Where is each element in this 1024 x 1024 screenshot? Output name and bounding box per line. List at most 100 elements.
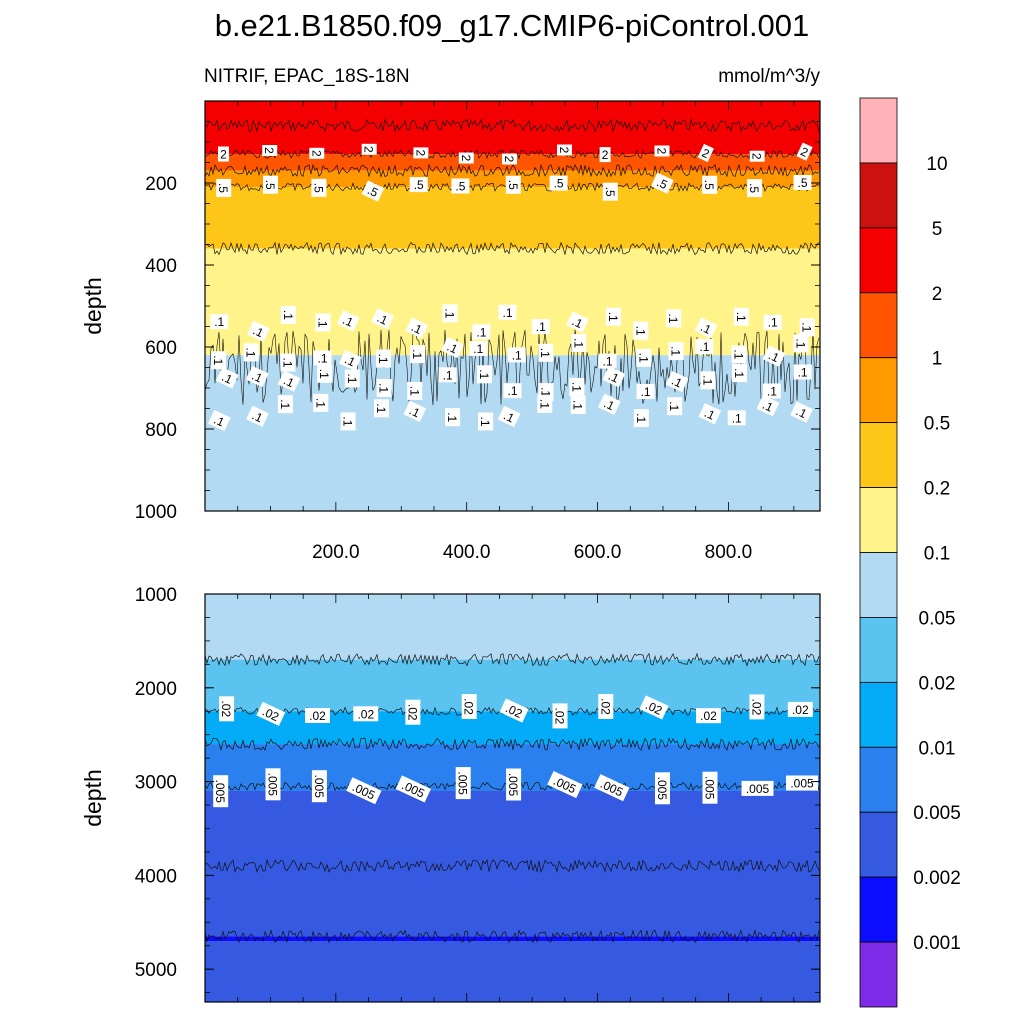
panels: 2 2 2 2 2 2 2 2 2 2 2 2 2 .5 .5 .5 .5 .5 .5 .5 .5 .5 .5 .5 .5 .5.…	[80, 100, 821, 1003]
colorbar-swatch	[859, 487, 898, 553]
contour-label: .1	[799, 318, 815, 337]
colorbar-swatch	[859, 941, 898, 1008]
contour-label-bg	[598, 694, 614, 719]
contour-label-bg	[502, 153, 517, 165]
contour-label: .02	[461, 694, 477, 719]
contour-label-bg	[213, 775, 229, 808]
colorbar-swatch	[859, 746, 898, 813]
contour-label-bg	[218, 146, 229, 162]
contour-label-text: .1	[341, 416, 355, 426]
contour-label: 2	[796, 142, 813, 161]
colorbar-label: 0.02	[919, 673, 956, 694]
contour-label-text: .1	[700, 375, 714, 385]
contour-label-text: .1	[767, 385, 777, 399]
contour-label-bg	[762, 383, 781, 399]
contour-label: .1	[537, 394, 553, 413]
contour-label-bg	[747, 179, 763, 198]
contour-label: .1	[441, 336, 464, 359]
contour-label: .1	[211, 351, 227, 370]
contour-label-bg	[549, 175, 568, 191]
contour-label-bg	[361, 180, 385, 202]
contour-label: .1	[570, 395, 586, 414]
colorbar-label: 0.002	[913, 868, 961, 889]
contour-label: .1	[732, 364, 747, 383]
contour-label: .1	[498, 304, 517, 320]
contour-label-bg	[598, 353, 617, 369]
contour-label-bg	[786, 775, 818, 791]
contour-label: 2	[502, 153, 517, 165]
contour-label-bg	[455, 767, 471, 800]
contour-label: .02	[405, 699, 421, 725]
contour-label: .1	[344, 369, 360, 388]
contour-label-bg	[566, 311, 589, 333]
colorbar-swatch	[859, 617, 898, 683]
colorbar-label: 0.05	[919, 608, 956, 629]
contour-label-text: .1	[569, 382, 583, 392]
colorbar-label: 0.2	[924, 479, 950, 500]
contour-label: 2	[262, 145, 278, 156]
contour-label: .1	[313, 393, 329, 412]
contour-label: .005	[741, 780, 774, 796]
contour-label: .1	[207, 409, 231, 432]
contour-label-text: .1	[345, 373, 359, 383]
contour-label-text: .1	[502, 306, 512, 320]
contour-label: .5	[702, 175, 718, 194]
contour-label: .1	[469, 341, 488, 356]
colorbar-label: 0.01	[919, 738, 956, 759]
contour-label: .1	[597, 393, 621, 415]
contour-label-bg	[505, 175, 521, 194]
contour-label-bg	[256, 701, 286, 726]
contour-label-text: .1	[478, 416, 492, 426]
contour-label-bg	[305, 708, 330, 723]
contour-label-text: 2	[309, 150, 323, 157]
y-tick-label: 200	[145, 174, 177, 195]
contour-label: .1	[666, 309, 682, 328]
contour-label-bg	[445, 408, 461, 427]
contour-label: .02	[256, 701, 286, 726]
contour-label: .5	[747, 179, 763, 198]
contour-label: .5	[549, 175, 568, 191]
contour-label: .1	[793, 364, 812, 380]
contour-label: .5	[793, 175, 812, 190]
colorbar-swatch	[859, 292, 898, 359]
contour-label-text: .1	[633, 326, 647, 336]
x-tick-label: 400.0	[443, 542, 491, 563]
contour-label: .02	[639, 695, 669, 720]
contour-label-bg	[340, 412, 356, 431]
contour-label: .5	[216, 178, 232, 197]
contour-label: 2	[413, 147, 429, 159]
colorbar-label: 5	[932, 219, 943, 240]
contour-label: .1	[243, 343, 259, 362]
contour-label-bg	[633, 321, 649, 340]
contour-label-text: .1	[377, 383, 391, 393]
contour-label: .005	[655, 772, 670, 805]
contour-label-bg	[537, 394, 553, 413]
contour-label-text: .5	[455, 180, 465, 194]
contour-label: .1	[317, 364, 333, 383]
contour-label-text: .5	[554, 177, 564, 191]
contour-label-bg	[636, 348, 652, 367]
contour-label-bg	[799, 318, 815, 337]
contour-label-text: 2	[502, 156, 516, 163]
contour-label-text: .02	[553, 708, 567, 725]
contour-label-bg	[749, 150, 765, 162]
band-0.002-0.005	[205, 941, 820, 1002]
contour-label-text: .02	[309, 709, 326, 723]
contour-label: .1	[698, 403, 722, 425]
colorbar-swatch	[859, 422, 898, 488]
contour-label-text: .1	[571, 338, 585, 348]
contour-label-bg	[405, 699, 421, 725]
contour-label-text: .5	[263, 180, 277, 190]
contour-label-bg	[790, 401, 813, 423]
contour-label-bg	[353, 706, 379, 722]
contour-label-bg	[507, 347, 526, 363]
contour-label-text: 2	[655, 148, 669, 155]
contour-label-bg	[499, 698, 529, 723]
contour-label-bg	[762, 345, 786, 367]
contour-label-bg	[538, 343, 554, 362]
contour-label-text: .5	[747, 183, 761, 193]
contour-label-text: .1	[634, 413, 648, 423]
contour-label-bg	[410, 345, 426, 364]
colorbar-swatch	[859, 227, 898, 294]
contour-label-bg	[210, 314, 229, 330]
